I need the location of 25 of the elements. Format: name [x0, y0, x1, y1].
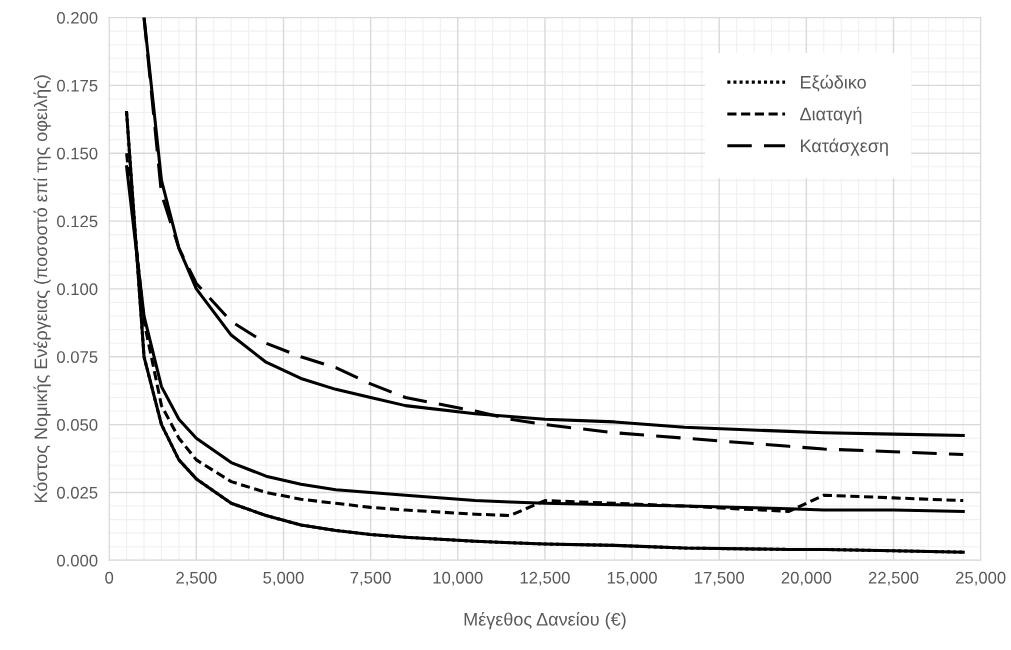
x-tick-label: 17,500	[695, 571, 745, 586]
y-tick-label: 0.075	[57, 351, 98, 363]
x-tick-label: 25,000	[956, 571, 1006, 586]
y-tick-label: 0.100	[57, 283, 98, 296]
x-tick-label: 20,000	[781, 571, 832, 586]
x-tick-label: 12,500	[520, 571, 570, 586]
legend-label: Διαταγή	[800, 106, 862, 124]
y-tick-label: 0.125	[57, 215, 98, 228]
legend-label: Κατάσχεση	[801, 138, 888, 156]
y-tick-label: 0.150	[57, 147, 98, 160]
x-tick-label: 7,500	[350, 571, 391, 586]
legend-label: Εξώδικο	[801, 74, 866, 92]
x-tick-label: 15,000	[607, 571, 657, 586]
x-tick-label: 2,500	[176, 571, 217, 586]
y-tick-label: 0.200	[57, 11, 98, 24]
x-axis-title: Μέγεθος Δανείου (€)	[464, 611, 626, 630]
x-tick-label: 0	[105, 571, 114, 584]
y-tick-label: 0.000	[57, 554, 98, 567]
y-tick-label: 0.175	[57, 79, 98, 92]
y-axis-title: Κόστος Νομικής Ενέργειας (ποσοστό επί της οφειλής)	[33, 75, 51, 503]
x-tick-label: 22,500	[868, 571, 919, 586]
x-tick-label: 10,000	[433, 571, 483, 586]
y-tick-label: 0.025	[57, 486, 98, 499]
y-tick-label: 0.050	[57, 419, 98, 431]
x-tick-label: 5,000	[263, 571, 304, 586]
